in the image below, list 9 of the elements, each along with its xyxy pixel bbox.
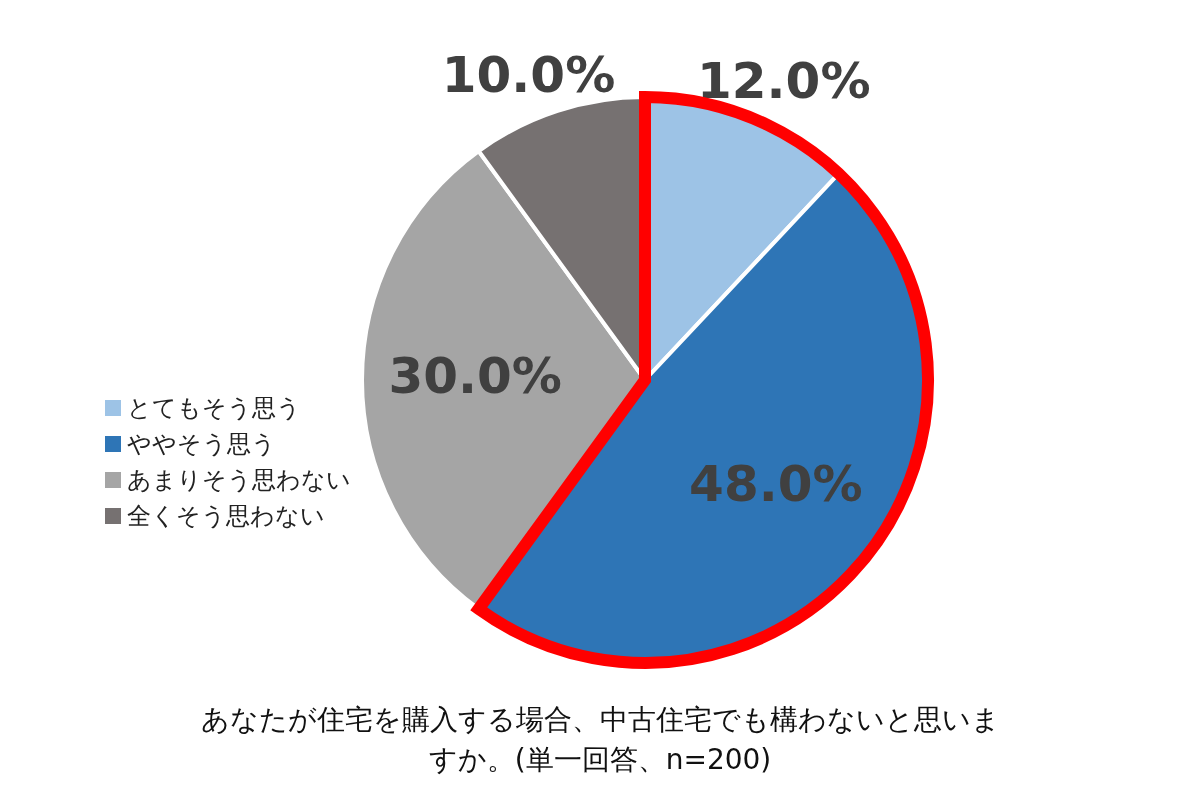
legend-label: 全くそう思わない [127,501,325,532]
legend-label: ややそう思う [127,429,276,460]
data-label: 30.0% [388,346,562,405]
data-label: 48.0% [689,455,863,514]
data-label: 12.0% [697,52,871,111]
legend-label: あまりそう思わない [127,465,351,496]
data-label: 10.0% [441,45,616,104]
text: あなたが住宅を購入する場合、中古住宅でも構わないと思いますか。(単一回答、n=200) [200,702,1000,778]
legend-label: とてもそう思う [127,393,301,424]
